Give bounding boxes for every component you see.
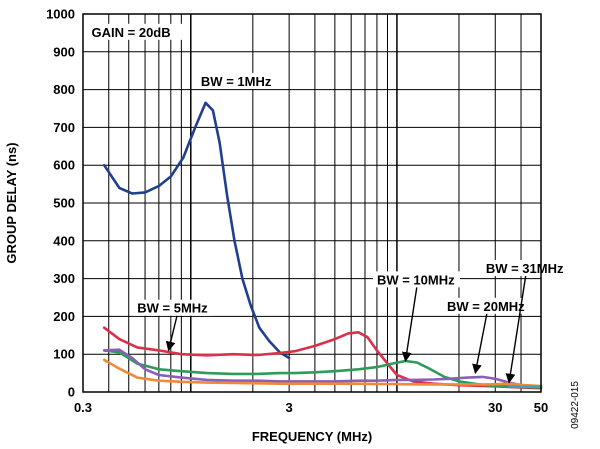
annotation-arrow	[165, 314, 178, 352]
y-tick-label: 600	[53, 158, 75, 173]
annotation-text: BW = 20MHz	[447, 299, 525, 314]
y-tick-label: 1000	[46, 7, 75, 22]
annotation-text: BW = 31MHz	[486, 261, 564, 276]
x-tick-label: 50	[534, 400, 548, 415]
annotation-4: BW = 20MHz	[443, 297, 531, 375]
series-line-1	[102, 326, 543, 390]
annotation-bg	[372, 271, 460, 288]
annotation-0: GAIN = 20dB	[87, 23, 183, 40]
annotation-5: BW = 31MHz	[481, 260, 569, 384]
annotation-layer: GAIN = 20dB BW = 1MHz BW = 5MHz BW = 10MHz B…	[87, 23, 569, 384]
annotation-text: BW = 1MHz	[201, 74, 272, 89]
y-tick-label: 800	[53, 82, 75, 97]
annotation-text: BW = 5MHz	[137, 301, 208, 316]
annotation-bg	[443, 297, 531, 314]
x-tick-label: 0.3	[74, 400, 92, 415]
series-line-3	[102, 348, 543, 389]
y-tick-label: 400	[53, 233, 75, 248]
annotation-3: BW = 10MHz	[372, 271, 460, 362]
annotation-bg	[133, 299, 213, 316]
series-line-0	[102, 101, 291, 360]
annotation-bg	[87, 23, 183, 40]
y-tick-label: 200	[53, 309, 75, 324]
y-tick-label: 100	[53, 347, 75, 362]
x-tick-label: 3	[286, 400, 293, 415]
annotation-arrow	[505, 274, 527, 384]
plot-border	[82, 13, 542, 393]
y-tick-label: 500	[53, 196, 75, 211]
series-line-2	[102, 349, 543, 389]
y-axis-label: GROUP DELAY (ns)	[4, 142, 19, 263]
grid	[83, 13, 541, 393]
series-line-4	[102, 358, 543, 388]
annotation-bg	[196, 72, 277, 89]
figure-id: 09422-015	[570, 381, 581, 429]
annotation-text: GAIN = 20dB	[92, 25, 171, 40]
y-tick-label: 900	[53, 44, 75, 59]
y-tick-label: 700	[53, 120, 75, 135]
x-tick-label: 30	[488, 400, 502, 415]
annotation-arrow	[401, 286, 418, 362]
annotation-arrow	[472, 312, 488, 375]
y-tick-label: 300	[53, 271, 75, 286]
annotation-text: BW = 10MHz	[377, 272, 455, 287]
annotation-1: BW = 1MHz	[196, 72, 277, 89]
series-layer	[102, 101, 543, 390]
x-axis-label: FREQUENCY (MHz)	[252, 429, 372, 444]
annotation-2: BW = 5MHz	[133, 299, 213, 352]
tick-labels: 0 100 200 300 400 500 600 700 800 900 1000 0.3 3 30 50	[46, 7, 548, 416]
annotation-bg	[481, 260, 569, 277]
y-tick-label: 0	[68, 385, 75, 400]
